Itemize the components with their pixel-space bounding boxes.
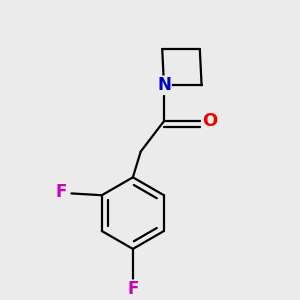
Text: F: F: [127, 280, 139, 298]
Text: N: N: [157, 76, 171, 94]
Text: O: O: [202, 112, 217, 130]
Text: F: F: [56, 183, 67, 201]
